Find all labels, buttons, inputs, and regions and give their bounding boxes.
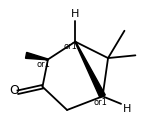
Text: or1: or1: [63, 42, 77, 51]
Polygon shape: [26, 52, 48, 60]
Text: O: O: [9, 84, 19, 97]
Text: or1: or1: [36, 60, 50, 69]
Polygon shape: [75, 42, 105, 98]
Text: or1: or1: [94, 98, 107, 107]
Text: H: H: [123, 104, 131, 114]
Text: H: H: [71, 9, 79, 19]
